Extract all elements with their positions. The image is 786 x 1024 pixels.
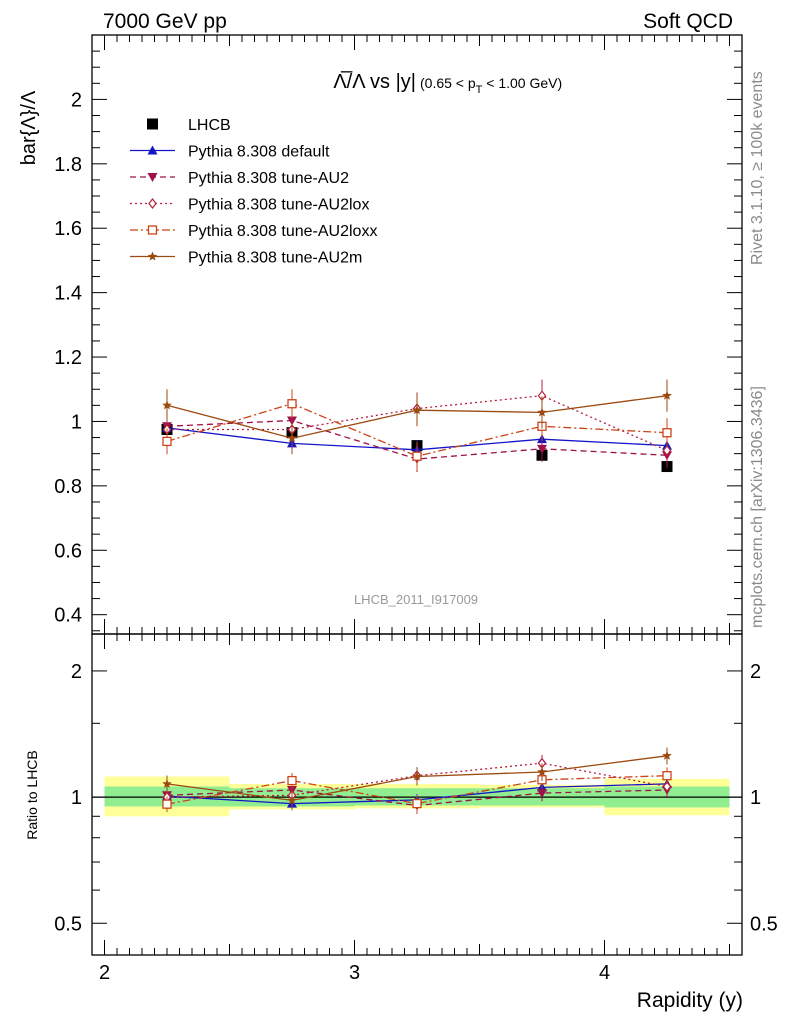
legend-label: LHCB — [188, 117, 231, 134]
data-point — [412, 451, 422, 461]
ratio-point — [537, 789, 547, 799]
axes: 0.4 0.6 0.8 1 1.2 1.4 1.6 1.8 2 0.5 0.5 1 1 2 2 2 3 4 — [54, 34, 778, 984]
data-point — [287, 399, 297, 409]
legend-entry-3: Pythia 8.308 tune-AU2lox — [130, 197, 369, 214]
legend-label: Pythia 8.308 tune-AU2m — [188, 250, 362, 267]
legend-entry-2: Pythia 8.308 tune-AU2 — [130, 170, 349, 187]
legend-marker — [147, 145, 158, 155]
data-point — [162, 400, 172, 410]
y-tick-label: 1 — [71, 411, 82, 433]
ratio-point — [662, 771, 672, 781]
legend-marker — [147, 118, 158, 130]
ratio-y-tick-label-right: 2 — [750, 661, 761, 683]
ratio-y-axis-label: Ratio to LHCB — [24, 750, 40, 839]
y-tick-label: 2 — [71, 89, 82, 111]
legend-entry-4: Pythia 8.308 tune-AU2loxx — [130, 223, 377, 240]
legend-marker — [147, 251, 158, 261]
x-tick-label: 2 — [99, 962, 110, 984]
y-tick-label: 1.8 — [54, 154, 82, 176]
y-tick-label: 1.4 — [54, 283, 82, 305]
header-left: 7000 GeV pp — [103, 10, 227, 33]
ratio-point — [662, 781, 672, 792]
ratio-line-3 — [166, 775, 668, 805]
ratio-y-tick-label: 2 — [71, 661, 82, 683]
header-right: Soft QCD — [643, 10, 733, 33]
ratio-point — [162, 799, 172, 809]
legend: LHCB Pythia 8.308 default Pythia 8.308 tun… — [130, 117, 377, 267]
rivet-label: Rivet 3.1.10, ≥ 100k events — [749, 71, 766, 265]
data-point — [537, 407, 547, 417]
series-4 — [162, 389, 672, 471]
chart-title-main: Λ̅/Λ vs |y| — [333, 70, 416, 93]
data-point — [537, 444, 547, 454]
legend-label: Pythia 8.308 default — [188, 144, 330, 161]
ratio-point — [412, 798, 422, 809]
source-label: mcplots.cern.ch [arXiv:1306.3436] — [749, 386, 766, 628]
y-tick-label: 0.8 — [54, 476, 82, 498]
ratio-y-tick-label: 1 — [71, 787, 82, 809]
data-point — [662, 428, 672, 438]
ratio-point — [287, 775, 297, 786]
ratio-y-tick-label-right: 1 — [750, 787, 761, 809]
data-point — [162, 436, 172, 447]
legend-marker — [147, 173, 158, 182]
ratio-y-tick-label: 0.5 — [54, 913, 82, 935]
chart-title-sub: (0.65 < pT < 1.00 GeV) — [420, 75, 562, 96]
legend-label: Pythia 8.308 tune-AU2 — [188, 170, 349, 187]
legend-marker — [148, 198, 157, 209]
ratio-point — [162, 778, 172, 788]
analysis-watermark: LHCB_2011_I917009 — [354, 592, 478, 607]
y-tick-label: 0.6 — [54, 540, 82, 562]
y-tick-label: 1.6 — [54, 218, 82, 240]
main-series — [161, 379, 673, 473]
legend-label: Pythia 8.308 tune-AU2lox — [188, 197, 369, 214]
y-tick-label: 0.4 — [54, 605, 82, 627]
data-point — [287, 433, 297, 443]
series-5 — [162, 379, 672, 455]
ratio-point — [287, 795, 297, 805]
series-line-4 — [166, 403, 668, 457]
ratio-point — [412, 771, 422, 781]
ratio-y-tick-label-right: 0.5 — [750, 913, 778, 935]
ratio-series — [162, 747, 672, 814]
y-tick-label: 1.2 — [54, 347, 82, 369]
x-axis-label: Rapidity (y) — [637, 989, 743, 1012]
data-point — [662, 390, 672, 400]
data-point — [662, 444, 672, 456]
ratio-point — [662, 750, 672, 760]
ratio-series-4 — [162, 747, 672, 811]
legend-label: Pythia 8.308 tune-AU2loxx — [188, 223, 377, 240]
y-axis-label: bar{Λ}/Λ — [18, 90, 40, 165]
legend-entry-0: LHCB — [147, 117, 231, 134]
x-tick-label: 3 — [349, 962, 360, 984]
legend-entry-1: Pythia 8.308 default — [130, 144, 330, 161]
data-point — [412, 405, 422, 415]
legend-marker — [147, 225, 158, 235]
x-tick-label: 4 — [599, 962, 610, 984]
ratio-point — [537, 767, 547, 776]
legend-entry-5: Pythia 8.308 tune-AU2m — [130, 250, 362, 267]
